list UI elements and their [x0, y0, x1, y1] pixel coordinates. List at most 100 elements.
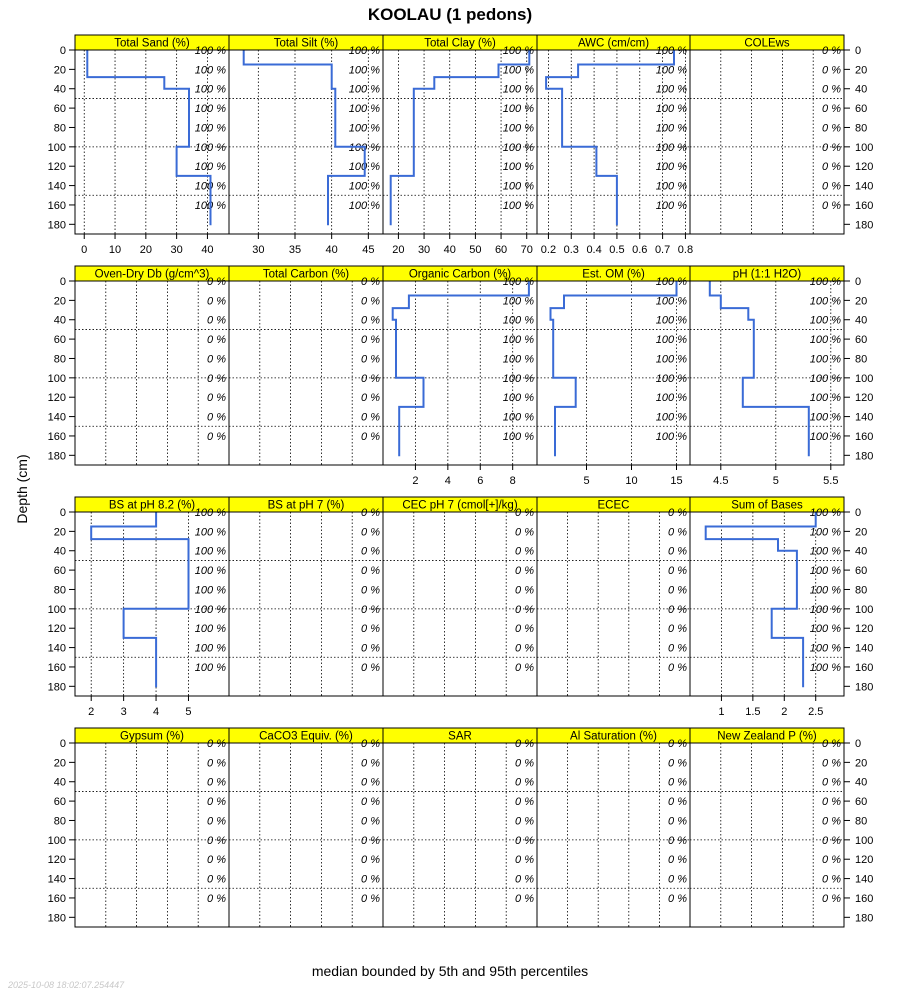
depth-tick-label: 140	[48, 874, 66, 886]
depth-tick-label: 20	[54, 757, 66, 769]
data-percent-label: 100 %	[195, 161, 226, 173]
x-tick-label: 3	[121, 706, 127, 718]
data-percent-label: 0 %	[515, 854, 534, 866]
data-percent-label: 100 %	[195, 142, 226, 154]
data-percent-label: 100 %	[195, 84, 226, 96]
data-percent-label: 0 %	[361, 662, 380, 674]
data-percent-label: 100 %	[503, 276, 534, 288]
depth-tick-label: 40	[855, 546, 867, 558]
x-tick-label: 40	[201, 244, 213, 256]
data-percent-label: 0 %	[207, 276, 226, 288]
panel-title: BS at pH 7 (%)	[268, 500, 345, 512]
data-percent-label: 100 %	[503, 373, 534, 385]
data-percent-label: 100 %	[656, 45, 687, 57]
data-percent-label: 100 %	[503, 142, 534, 154]
data-percent-label: 100 %	[195, 565, 226, 577]
panel-title: AWC (cm/cm)	[578, 38, 649, 50]
depth-tick-label: 180	[48, 450, 66, 462]
data-percent-label: 100 %	[195, 526, 226, 538]
data-percent-label: 0 %	[668, 546, 687, 558]
depth-tick-label: 20	[54, 64, 66, 76]
data-percent-label: 100 %	[195, 122, 226, 134]
x-tick-label: 20	[140, 244, 152, 256]
data-percent-label: 0 %	[207, 815, 226, 827]
depth-tick-label: 40	[54, 777, 66, 789]
data-percent-label: 0 %	[668, 623, 687, 635]
data-percent-label: 100 %	[810, 392, 841, 404]
depth-tick-label: 140	[855, 181, 873, 193]
depth-tick-label: 180	[855, 912, 873, 924]
depth-tick-label: 120	[48, 854, 66, 866]
panel-title: Organic Carbon (%)	[409, 269, 511, 281]
data-percent-label: 100 %	[656, 373, 687, 385]
data-percent-label: 0 %	[361, 757, 380, 769]
x-tick-label: 0.6	[632, 244, 647, 256]
data-percent-label: 0 %	[361, 276, 380, 288]
data-percent-label: 0 %	[822, 893, 841, 905]
depth-tick-label: 60	[54, 565, 66, 577]
median-profile-line	[90, 512, 190, 688]
panel-title: Oven-Dry Db (g/cm^3)	[95, 269, 210, 281]
x-tick-label: 6	[477, 475, 483, 487]
data-percent-label: 0 %	[361, 584, 380, 596]
data-percent-label: 0 %	[822, 181, 841, 193]
data-percent-label: 100 %	[810, 431, 841, 443]
data-percent-label: 100 %	[195, 623, 226, 635]
data-percent-label: 100 %	[349, 84, 380, 96]
depth-tick-label: 80	[54, 815, 66, 827]
data-percent-label: 0 %	[668, 854, 687, 866]
x-tick-label: 50	[469, 244, 481, 256]
median-profile-line	[704, 512, 817, 688]
median-profile-line	[389, 50, 531, 226]
x-tick-label: 2	[781, 706, 787, 718]
data-percent-label: 100 %	[810, 412, 841, 424]
x-tick-label: 40	[444, 244, 456, 256]
data-percent-label: 100 %	[810, 334, 841, 346]
data-percent-label: 100 %	[656, 276, 687, 288]
depth-tick-label: 140	[855, 412, 873, 424]
depth-tick-label: 120	[855, 392, 873, 404]
data-percent-label: 0 %	[207, 315, 226, 327]
data-percent-label: 100 %	[656, 412, 687, 424]
depth-tick-label: 160	[855, 200, 873, 212]
data-percent-label: 0 %	[822, 200, 841, 212]
data-percent-label: 100 %	[503, 84, 534, 96]
data-percent-label: 0 %	[361, 835, 380, 847]
depth-tick-label: 60	[54, 334, 66, 346]
depth-tick-label: 120	[48, 623, 66, 635]
data-percent-label: 100 %	[656, 122, 687, 134]
panel-title: Gypsum (%)	[120, 731, 184, 743]
depth-tick-label: 100	[855, 835, 873, 847]
data-percent-label: 0 %	[668, 584, 687, 596]
data-percent-label: 100 %	[810, 295, 841, 307]
data-percent-label: 100 %	[810, 643, 841, 655]
data-percent-label: 100 %	[810, 662, 841, 674]
panel-title: Total Sand (%)	[114, 38, 190, 50]
panel-title: pH (1:1 H2O)	[733, 269, 802, 281]
data-percent-label: 100 %	[810, 276, 841, 288]
data-percent-label: 100 %	[503, 334, 534, 346]
data-percent-label: 100 %	[195, 507, 226, 519]
data-percent-label: 100 %	[656, 315, 687, 327]
data-percent-label: 0 %	[515, 565, 534, 577]
x-tick-label: 4	[153, 706, 159, 718]
depth-tick-label: 180	[48, 219, 66, 231]
data-percent-label: 0 %	[361, 546, 380, 558]
x-axis-label: median bounded by 5th and 95th percentil…	[311, 963, 589, 979]
data-percent-label: 0 %	[207, 295, 226, 307]
depth-tick-label: 60	[54, 103, 66, 115]
data-percent-label: 0 %	[515, 777, 534, 789]
data-percent-label: 0 %	[515, 507, 534, 519]
x-tick-label: 0	[81, 244, 87, 256]
panel-frame	[689, 49, 845, 235]
x-tick-label: 0.4	[586, 244, 601, 256]
depth-tick-label: 60	[855, 334, 867, 346]
depth-tick-label: 160	[48, 893, 66, 905]
data-percent-label: 0 %	[207, 738, 226, 750]
data-percent-label: 0 %	[515, 604, 534, 616]
data-percent-label: 100 %	[503, 353, 534, 365]
depth-tick-label: 40	[54, 84, 66, 96]
x-tick-label: 5	[773, 475, 779, 487]
depth-tick-label: 160	[48, 662, 66, 674]
data-percent-label: 0 %	[515, 874, 534, 886]
